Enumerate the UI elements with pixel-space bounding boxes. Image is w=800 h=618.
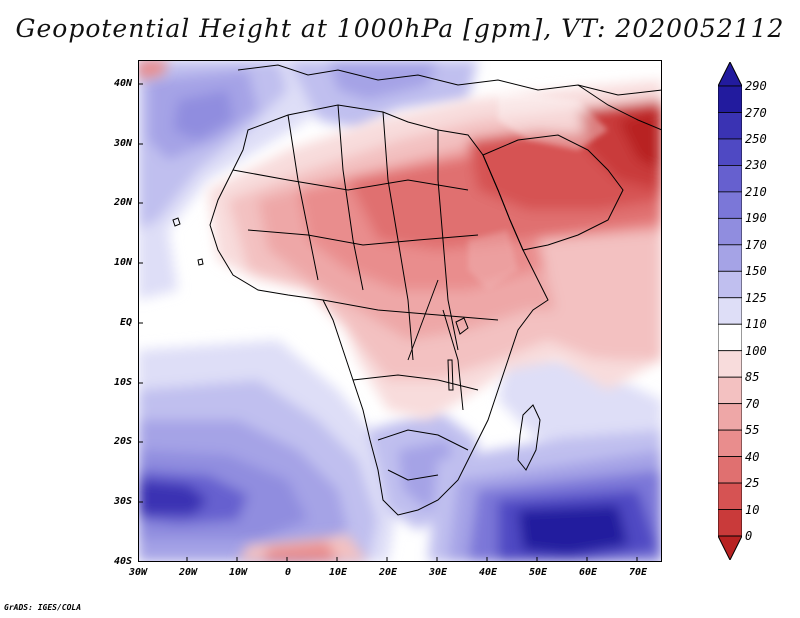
colorbar-label: 85: [745, 370, 760, 385]
terrain-texture: [468, 90, 608, 290]
colorbar: [718, 62, 742, 560]
lon-label: 10E: [328, 567, 348, 578]
lat-label: 20S: [113, 436, 132, 447]
lon-label: 30E: [428, 567, 448, 578]
colorbar-box: [718, 376, 742, 405]
colorbar-box: [718, 297, 742, 325]
colorbar-label: 100: [745, 343, 767, 358]
colorbar-label: 170: [745, 237, 767, 252]
lon-label: 20W: [178, 567, 198, 578]
colorbar-box: [718, 85, 742, 113]
lon-label: 10W: [228, 567, 248, 578]
colorbar-label: 40: [745, 449, 760, 464]
geopotential-map: [138, 60, 662, 562]
map-title: Geopotential Height at 1000hPa [gpm], VT…: [15, 14, 785, 43]
colorbar-box: [718, 323, 742, 352]
colorbar-box: [718, 244, 742, 272]
lat-label: 10S: [113, 377, 132, 388]
lat-label: 10N: [113, 257, 132, 268]
lat-label: 40N: [113, 78, 132, 89]
colorbar-label: 250: [745, 131, 767, 146]
lat-label: 30N: [113, 138, 132, 149]
axis-ticks: [138, 83, 638, 562]
lon-label: 60E: [578, 567, 598, 578]
lon-label: 30W: [128, 567, 148, 578]
colorbar-label: 230: [745, 158, 767, 173]
lat-label: EQ: [119, 317, 132, 328]
colorbar-label: 290: [745, 79, 767, 93]
colorbar-label: 125: [745, 290, 767, 305]
colorbar-label: 190: [745, 211, 767, 226]
footer-credit: GrADS: IGES/COLA: [4, 603, 82, 612]
colorbar-bottom-arrow: [718, 535, 742, 560]
colorbar-box: [718, 429, 742, 457]
lat-label: 30S: [113, 496, 132, 507]
lat-label: 20N: [113, 197, 132, 208]
colorbar-box: [718, 138, 742, 166]
map-frame: [138, 60, 662, 562]
colorbar-box: [718, 217, 742, 246]
lon-label: 0: [284, 567, 292, 578]
colorbar-box: [718, 270, 742, 299]
lon-label: 40E: [478, 567, 498, 578]
colorbar-label: 270: [745, 105, 767, 120]
colorbar-label: 25: [745, 476, 760, 491]
lon-label: 50E: [528, 567, 548, 578]
coastlines-borders: [172, 64, 662, 516]
colorbar-label: 210: [745, 184, 767, 199]
colorbar-box: [718, 165, 742, 193]
height-field-blue: [138, 60, 662, 562]
lon-label: 70E: [628, 567, 648, 578]
colorbar-box: [718, 350, 742, 378]
colorbar-box: [718, 112, 742, 140]
colorbar-label: 110: [745, 317, 767, 332]
colorbar-box: [718, 191, 742, 219]
colorbar-box: [718, 482, 742, 510]
colorbar-box: [718, 403, 742, 431]
colorbar-label: 70: [745, 396, 760, 411]
colorbar-label: 10: [745, 502, 760, 517]
height-field-red: [138, 60, 662, 562]
lon-label: 20E: [378, 567, 398, 578]
colorbar-top-arrow: [718, 62, 742, 87]
colorbar-label: 0: [745, 529, 753, 543]
colorbar-label: 150: [745, 264, 767, 279]
colorbar-box: [718, 509, 742, 537]
colorbar-label: 55: [745, 423, 760, 438]
colorbar-box: [718, 456, 742, 484]
lat-label: 40S: [113, 556, 132, 567]
